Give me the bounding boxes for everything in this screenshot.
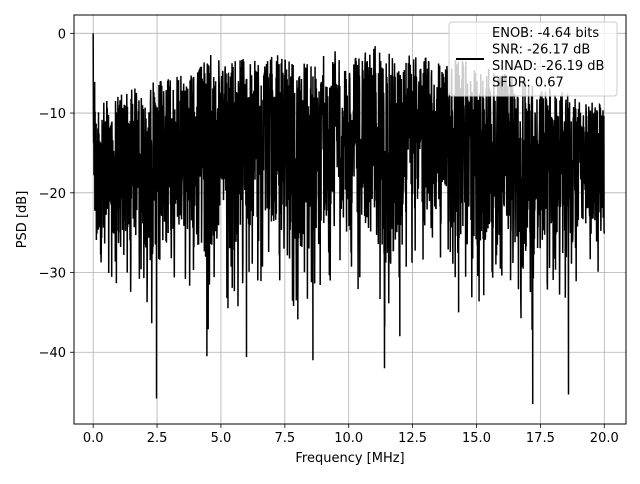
x-tick-label: 17.5 <box>526 431 555 446</box>
y-tick-label: 0 <box>58 27 66 42</box>
x-tick-label: 0.0 <box>83 431 104 446</box>
legend: ENOB: -4.64 bits SNR: -26.17 dB SINAD: -… <box>448 21 618 97</box>
legend-box <box>448 21 618 97</box>
legend-snr: SNR: -26.17 dB <box>492 43 590 58</box>
y-tick-label: −40 <box>39 346 66 361</box>
y-axis-ticks: 0 −10 −20 −30 −40 <box>39 27 74 361</box>
y-tick-label: −10 <box>39 107 66 122</box>
y-tick-label: −20 <box>39 187 66 202</box>
y-tick-label: −30 <box>39 267 66 282</box>
plot-area <box>92 33 606 405</box>
x-tick-label: 12.5 <box>398 431 427 446</box>
y-axis-label: PSD [dB] <box>15 191 30 249</box>
x-tick-label: 15.0 <box>462 431 491 446</box>
axes-frame <box>73 14 627 425</box>
x-tick-label: 10.0 <box>334 431 363 446</box>
x-tick-label: 20.0 <box>590 431 619 446</box>
legend-sinad: SINAD: -26.19 dB <box>492 59 604 74</box>
x-axis-label: Frequency [MHz] <box>295 451 404 466</box>
x-axis-ticks: 0.0 2.5 5.0 7.5 10.0 12.5 15.0 17.5 20.0 <box>83 424 619 446</box>
legend-enob: ENOB: -4.64 bits <box>492 26 599 41</box>
legend-sfdr: SFDR: 0.67 <box>492 76 564 91</box>
x-tick-label: 5.0 <box>211 431 232 446</box>
psd-series-line <box>92 33 606 405</box>
x-tick-label: 7.5 <box>274 431 295 446</box>
x-tick-label: 2.5 <box>147 431 168 446</box>
